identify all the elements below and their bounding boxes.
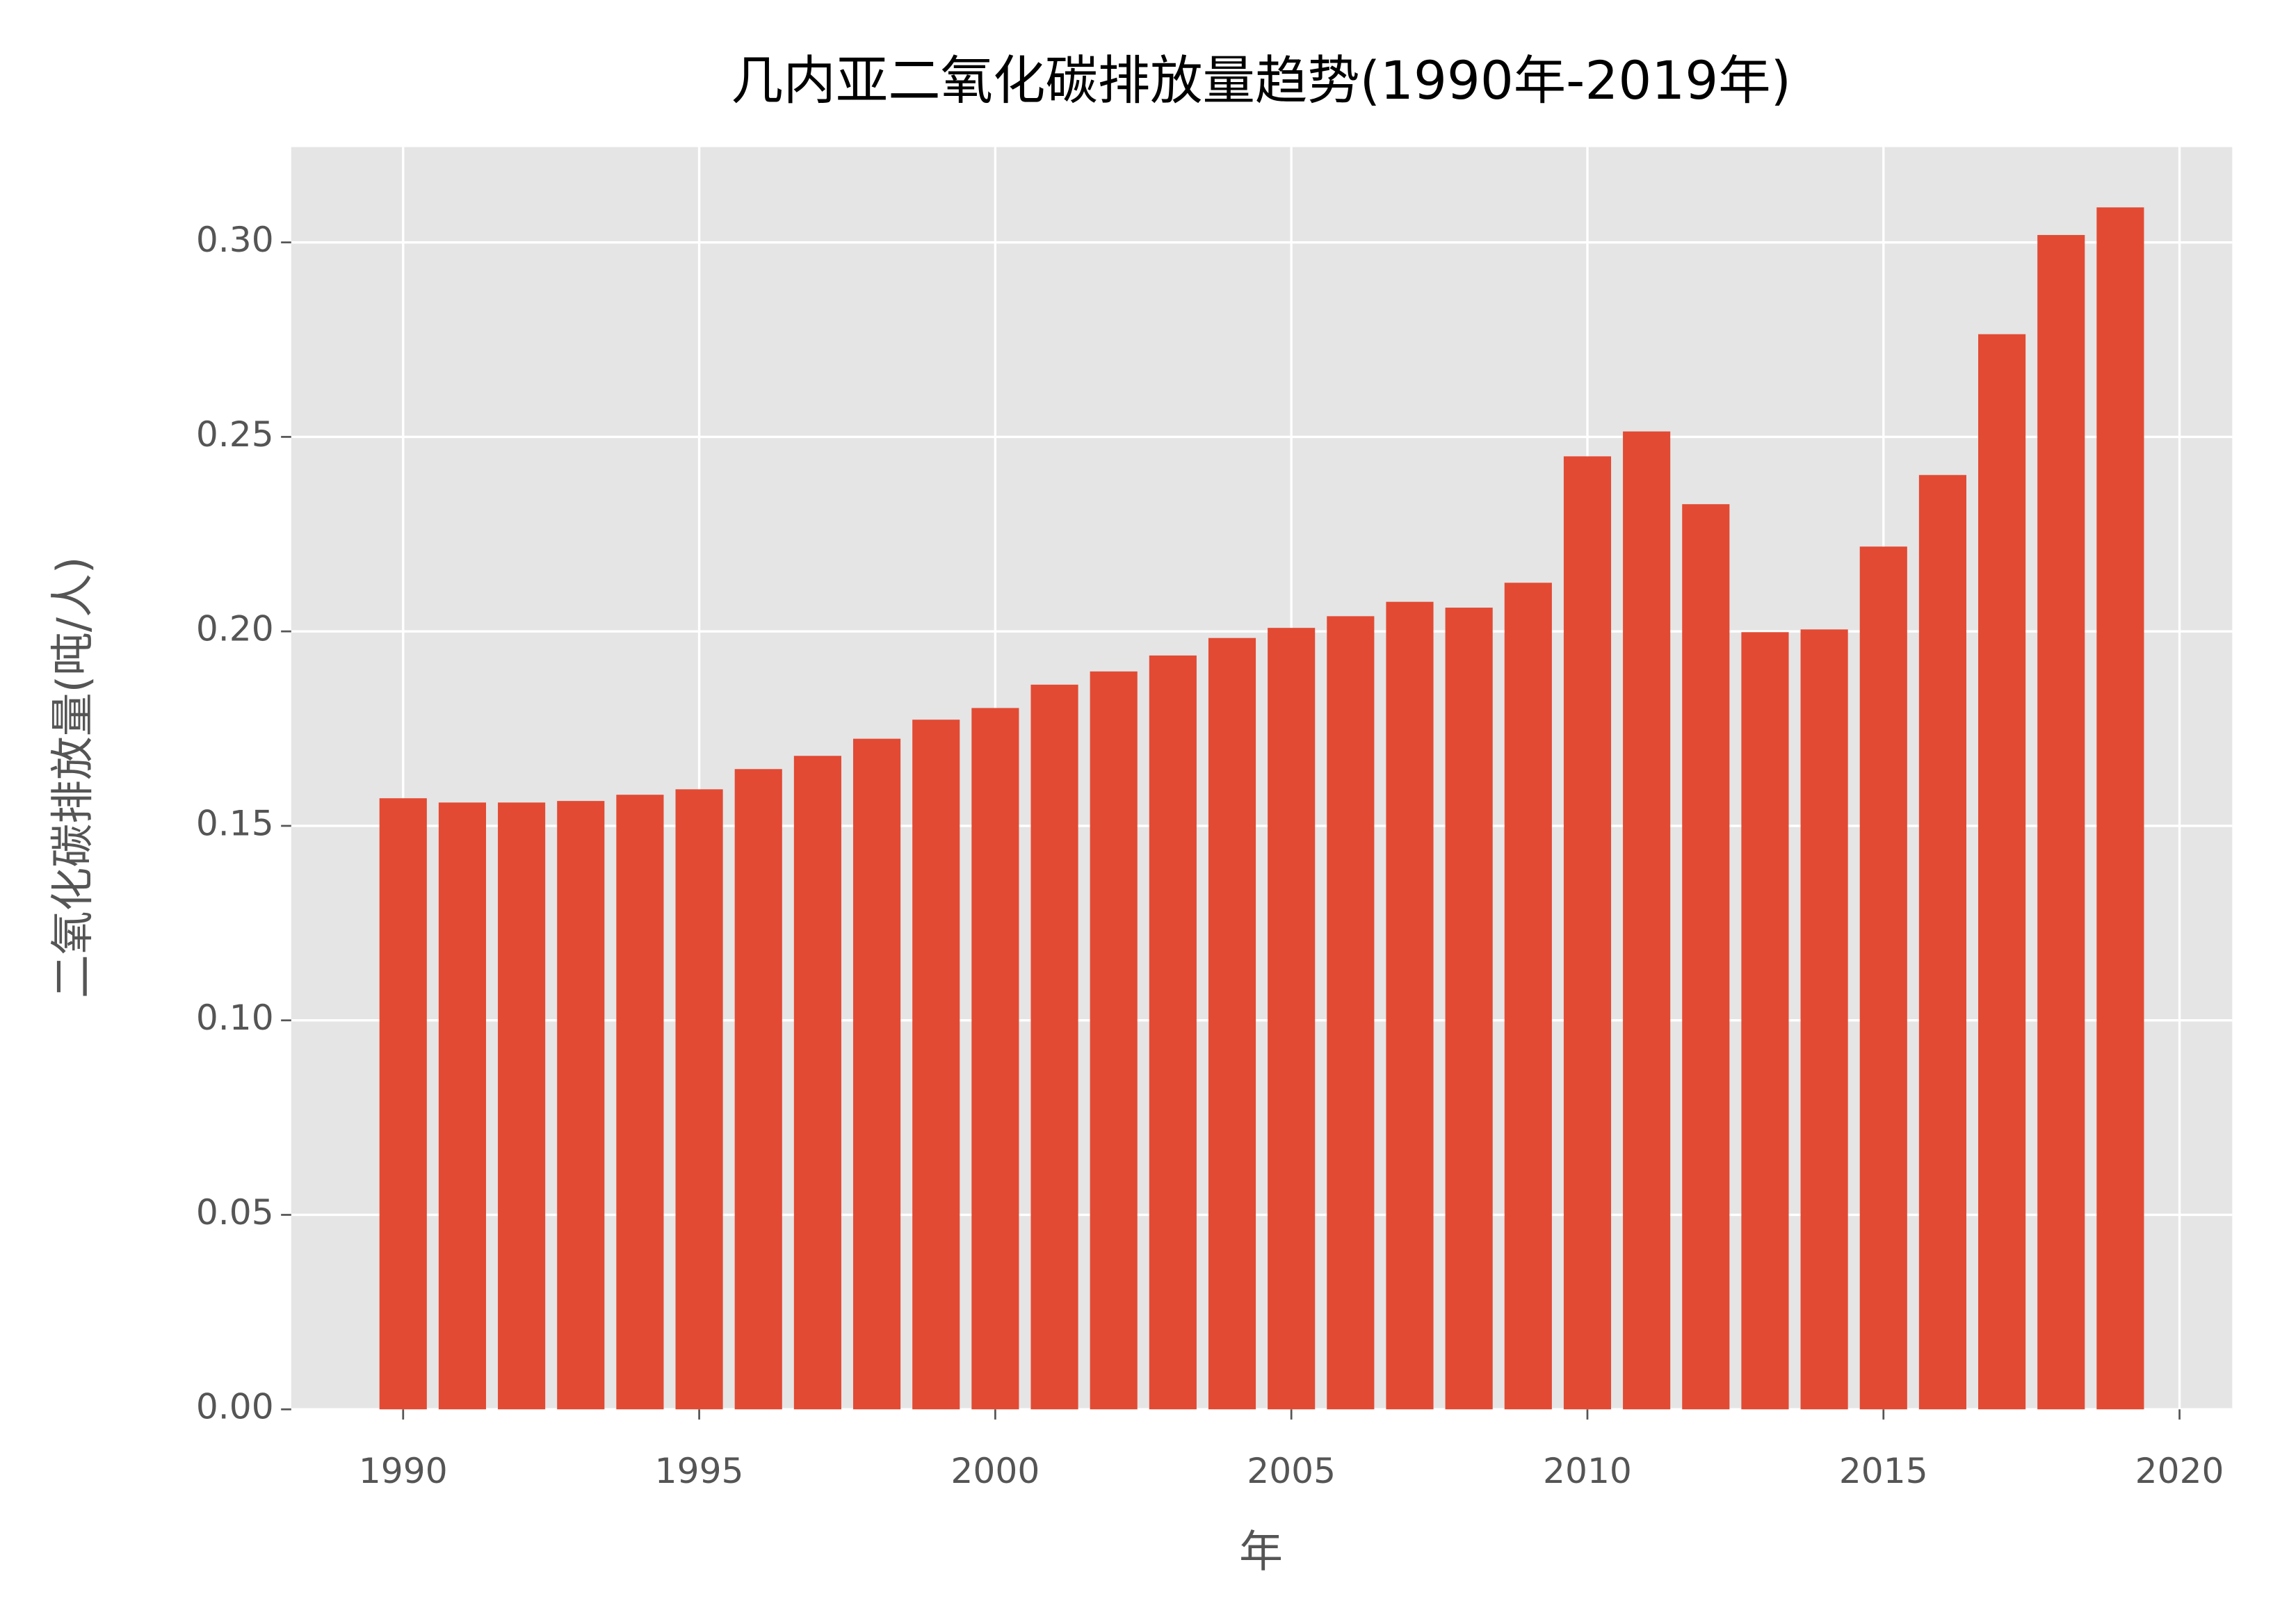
- bar: [852, 738, 901, 1410]
- bar: [616, 795, 664, 1410]
- x-tick-label: 2005: [1247, 1450, 1336, 1491]
- bar: [1563, 456, 1612, 1410]
- x-tick-label: 2015: [1839, 1450, 1928, 1491]
- bar: [1030, 684, 1078, 1410]
- bar: [734, 769, 782, 1410]
- chart-title: 几内亚二氧化碳排放量趋势(1990年-2019年): [731, 50, 1791, 111]
- plot-area: [291, 147, 2233, 1410]
- y-tick-label: 0.30: [196, 219, 274, 260]
- bar: [1445, 608, 1493, 1410]
- bar: [1090, 671, 1138, 1410]
- y-tick-label: 0.00: [196, 1386, 274, 1427]
- bar: [971, 708, 1019, 1410]
- y-tick-label: 0.20: [196, 608, 274, 649]
- bar: [1741, 632, 1789, 1410]
- bar: [1149, 655, 1197, 1410]
- bar: [1268, 628, 1316, 1410]
- bar: [2096, 207, 2144, 1410]
- bar: [1918, 475, 1966, 1410]
- bar: [1682, 504, 1730, 1410]
- x-tick-label: 1990: [359, 1450, 448, 1491]
- bar: [379, 798, 427, 1410]
- bar: [438, 802, 487, 1410]
- x-tick-label: 2010: [1543, 1450, 1632, 1491]
- bar: [1859, 546, 1907, 1410]
- bar: [557, 801, 605, 1410]
- y-tick-label: 0.05: [196, 1192, 274, 1233]
- bar: [2037, 235, 2085, 1410]
- bar: [1208, 638, 1256, 1410]
- bar: [1386, 601, 1434, 1410]
- bar: [1800, 629, 1848, 1410]
- bar: [1623, 431, 1671, 1410]
- bar: [1327, 616, 1375, 1410]
- y-tick-label: 0.10: [196, 997, 274, 1038]
- bar: [912, 720, 960, 1410]
- x-tick-label: 1995: [655, 1450, 744, 1491]
- bar: [498, 802, 546, 1410]
- bar: [675, 789, 723, 1410]
- x-axis-label: 年: [1239, 1527, 1283, 1577]
- y-tick-label: 0.15: [196, 802, 274, 843]
- bar: [1978, 334, 2026, 1410]
- y-tick-label: 0.25: [196, 414, 274, 455]
- bar: [1504, 583, 1552, 1410]
- bar: [793, 756, 841, 1410]
- x-tick-label: 2020: [2135, 1450, 2224, 1491]
- x-tick-label: 2000: [951, 1450, 1040, 1491]
- y-axis-label: 二氧化碳排放量(吨/人): [47, 557, 98, 998]
